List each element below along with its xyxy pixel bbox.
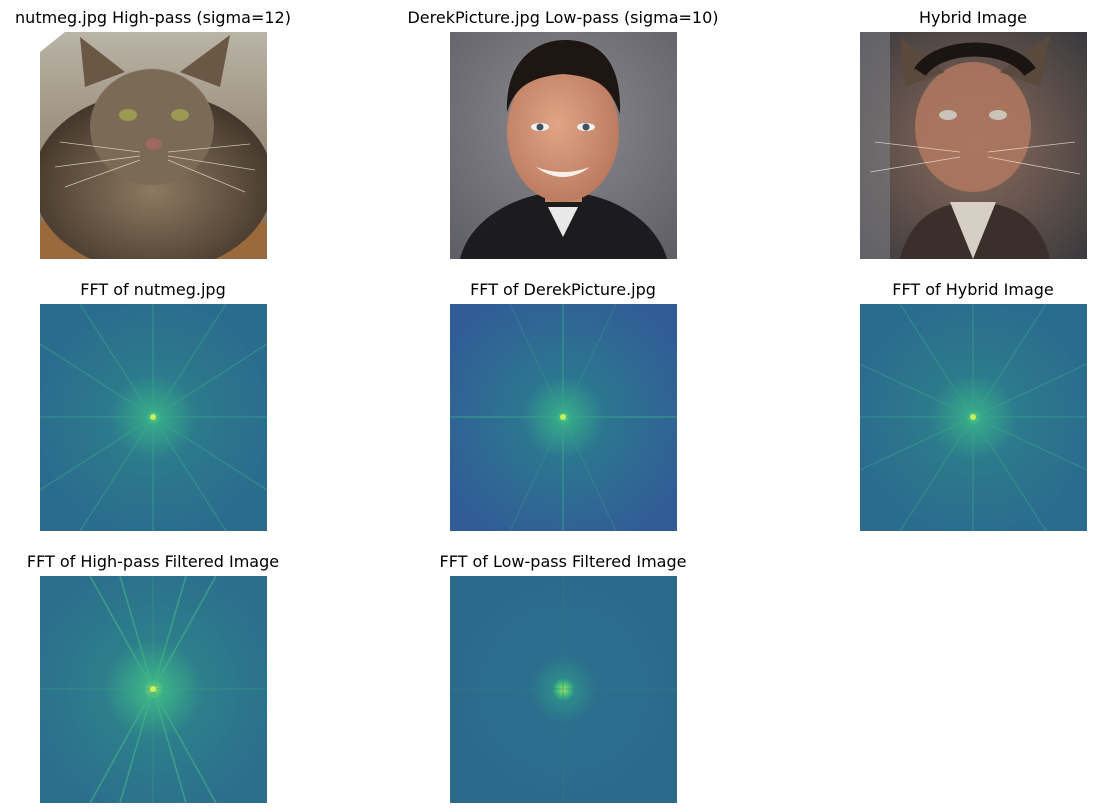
panel-title-fft-derek: FFT of DerekPicture.jpg [470, 280, 656, 299]
fft-lowpass-image [450, 576, 677, 803]
panel-title-fft-lowpass: FFT of Low-pass Filtered Image [439, 552, 687, 571]
nutmeg-highpass-image [40, 32, 267, 259]
fft-highpass-image [40, 576, 267, 803]
panel-title-hybrid-image: Hybrid Image [918, 8, 1028, 27]
panel-title-fft-nutmeg: FFT of nutmeg.jpg [80, 280, 226, 299]
fft-derek-image [450, 304, 677, 531]
panel-title-nutmeg-highpass: nutmeg.jpg High-pass (sigma=12) [15, 8, 291, 27]
panel-title-fft-highpass: FFT of High-pass Filtered Image [26, 552, 280, 571]
hybrid-image [860, 32, 1087, 259]
fft-nutmeg-image [40, 304, 267, 531]
panel-title-derek-lowpass: DerekPicture.jpg Low-pass (sigma=10) [407, 8, 719, 27]
derek-lowpass-image [450, 32, 677, 259]
fft-hybrid-image [860, 304, 1087, 531]
panel-title-fft-hybrid: FFT of Hybrid Image [892, 280, 1054, 299]
